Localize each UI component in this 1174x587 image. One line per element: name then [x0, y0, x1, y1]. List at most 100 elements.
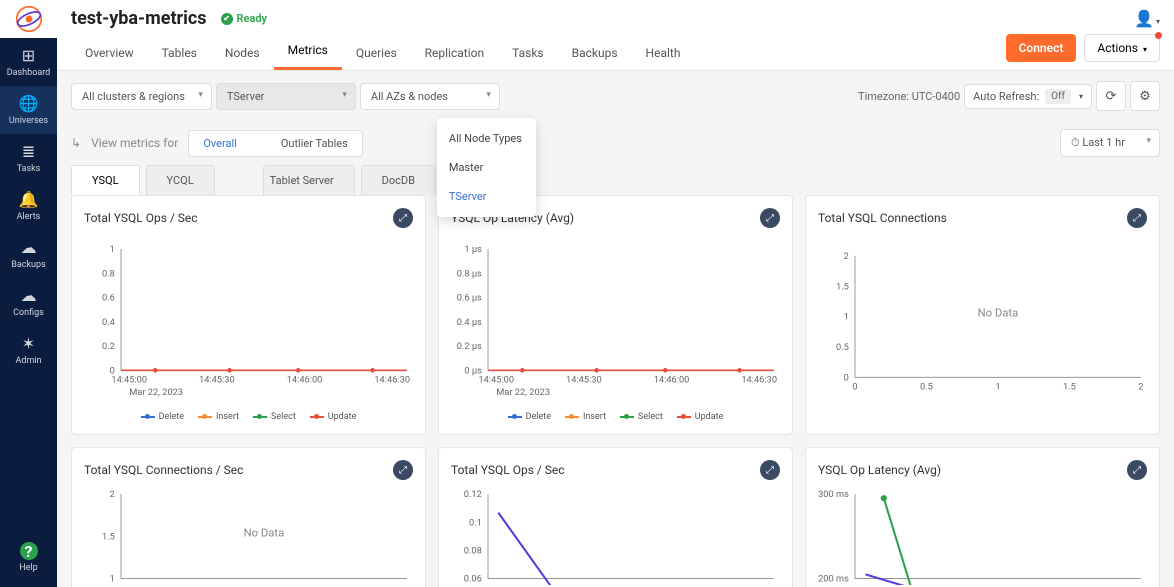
pill-outlier[interactable]: Outlier Tables	[251, 131, 362, 156]
dropdown-item-all[interactable]: All Node Types	[437, 124, 536, 153]
tab-replication[interactable]: Replication	[411, 36, 498, 70]
svg-text:14:46:30: 14:46:30	[741, 375, 777, 386]
auto-refresh-control[interactable]: Auto Refresh: Off ▾	[964, 84, 1092, 109]
sidebar: ⊞ Dashboard 🌐 Universes ≣ Tasks 🔔 Alerts…	[0, 0, 57, 587]
expand-icon[interactable]: ⤢	[760, 460, 780, 480]
chart-title: Total YSQL Connections	[818, 211, 947, 225]
help-icon: ?	[20, 542, 38, 560]
tab-metrics[interactable]: Metrics	[274, 33, 342, 70]
svg-text:0.4: 0.4	[102, 317, 115, 328]
user-menu-icon[interactable]: 👤▾	[1134, 9, 1160, 28]
svg-text:2: 2	[1138, 382, 1143, 393]
svg-text:300 ms: 300 ms	[818, 489, 849, 500]
tab-queries[interactable]: Queries	[342, 36, 411, 70]
svg-text:0.4 µs: 0.4 µs	[457, 317, 482, 328]
nav-backups[interactable]: ☁ Backups	[0, 230, 57, 278]
nav-tasks[interactable]: ≣ Tasks	[0, 134, 57, 182]
subtab-ysql[interactable]: YSQL	[71, 165, 140, 195]
server-dropdown: All Node Types Master TServer	[437, 118, 536, 217]
cluster-select[interactable]: All clusters & regions	[71, 83, 212, 110]
nav-label: Configs	[13, 308, 44, 318]
svg-text:14:46:30: 14:46:30	[374, 375, 410, 386]
svg-text:0.8 µs: 0.8 µs	[457, 268, 482, 279]
svg-text:0: 0	[844, 372, 849, 383]
svg-text:1: 1	[110, 574, 115, 585]
metric-subtabs: YSQL YCQL Tablet Server DocDB	[57, 165, 1174, 195]
chart-title: Total YSQL Ops / Sec	[84, 211, 198, 225]
nav-label: Alerts	[17, 212, 41, 222]
svg-text:0.06: 0.06	[464, 574, 482, 585]
chart-card: Total YSQL Connections / Sec⤢21.51No Dat…	[71, 447, 426, 587]
alerts-icon: 🔔	[19, 190, 39, 209]
subtab-docdb[interactable]: DocDB	[361, 165, 436, 195]
chevron-down-icon: ▾	[1143, 45, 1147, 54]
nav-label: Help	[19, 563, 37, 573]
svg-text:14:45:00: 14:45:00	[111, 375, 147, 386]
tab-overview[interactable]: Overview	[71, 36, 148, 70]
svg-text:1.5: 1.5	[836, 281, 849, 292]
chart-card: Total YSQL Connections⤢21.510.50No Data0…	[805, 195, 1160, 435]
actions-button[interactable]: Actions ▾	[1084, 34, 1160, 62]
server-select[interactable]: TServer All Node Types Master TServer	[216, 83, 356, 110]
nav-dashboard[interactable]: ⊞ Dashboard	[0, 38, 57, 86]
tab-health[interactable]: Health	[632, 36, 695, 70]
view-metrics-label: View metrics for	[91, 136, 178, 150]
page-title: test-yba-metrics	[71, 8, 207, 29]
configs-icon: ☁	[21, 286, 37, 305]
filter-bar-2: ↳ View metrics for Overall Outlier Table…	[57, 121, 1174, 165]
chart-title: Total YSQL Connections / Sec	[84, 463, 243, 477]
dropdown-item-tserver[interactable]: TServer	[437, 182, 536, 211]
svg-text:200 ms: 200 ms	[818, 574, 849, 585]
expand-icon[interactable]: ⤢	[393, 208, 413, 228]
nav-label: Admin	[16, 356, 42, 366]
tab-backups[interactable]: Backups	[558, 36, 632, 70]
charts-area: Total YSQL Ops / Sec⤢10.80.60.40.2014:45…	[57, 195, 1174, 587]
svg-text:14:45:00: 14:45:00	[478, 375, 514, 386]
svg-text:0.1: 0.1	[469, 517, 482, 528]
nav-alerts[interactable]: 🔔 Alerts	[0, 182, 57, 230]
timezone-label: Timezone: UTC-0400	[858, 90, 960, 103]
dropdown-item-master[interactable]: Master	[437, 153, 536, 182]
server-select-value: TServer	[227, 90, 265, 103]
expand-icon[interactable]: ⤢	[1127, 208, 1147, 228]
nav-label: Dashboard	[7, 68, 51, 78]
svg-text:1: 1	[995, 382, 1000, 393]
svg-text:0.2 µs: 0.2 µs	[457, 341, 482, 352]
topbar: test-yba-metrics Ready 👤▾	[57, 0, 1174, 33]
refresh-button[interactable]: ⟳	[1096, 81, 1126, 111]
svg-text:2: 2	[110, 489, 115, 500]
tab-tables[interactable]: Tables	[148, 36, 211, 70]
nav-help[interactable]: ? Help	[0, 534, 57, 581]
az-select[interactable]: All AZs & nodes	[360, 83, 500, 110]
tab-tasks[interactable]: Tasks	[498, 36, 558, 70]
time-range-value: Last 1 hr	[1082, 136, 1125, 149]
nav-admin[interactable]: ✶ Admin	[0, 326, 57, 374]
svg-text:0.6: 0.6	[102, 293, 115, 304]
svg-text:1: 1	[844, 312, 849, 323]
nav-universes[interactable]: 🌐 Universes	[0, 86, 57, 134]
expand-icon[interactable]: ⤢	[1127, 460, 1147, 480]
svg-text:0.6 µs: 0.6 µs	[457, 293, 482, 304]
expand-icon[interactable]: ⤢	[393, 460, 413, 480]
pill-overall[interactable]: Overall	[189, 131, 251, 156]
svg-text:1: 1	[110, 244, 115, 255]
logo[interactable]	[0, 0, 57, 38]
chart-card: Total YSQL Ops / Sec⤢0.120.10.080.06	[438, 447, 793, 587]
filter-bar: All clusters & regions TServer All Node …	[57, 71, 1174, 121]
svg-text:14:45:30: 14:45:30	[199, 375, 235, 386]
svg-text:1.5: 1.5	[1063, 382, 1076, 393]
tasks-icon: ≣	[22, 142, 35, 161]
settings-button[interactable]: ⚙	[1130, 81, 1160, 111]
time-range-select[interactable]: ⏱ Last 1 hr	[1060, 129, 1160, 157]
svg-text:No Data: No Data	[978, 307, 1019, 320]
chart-title: Total YSQL Ops / Sec	[451, 463, 565, 477]
dashboard-icon: ⊞	[22, 46, 35, 65]
subtab-ycql[interactable]: YCQL	[146, 165, 215, 195]
expand-icon[interactable]: ⤢	[760, 208, 780, 228]
tab-nodes[interactable]: Nodes	[211, 36, 274, 70]
connect-button[interactable]: Connect	[1006, 34, 1077, 62]
svg-text:Mar 22, 2023: Mar 22, 2023	[496, 387, 550, 398]
nav-configs[interactable]: ☁ Configs	[0, 278, 57, 326]
svg-text:1 µs: 1 µs	[464, 244, 482, 255]
subtab-tserver[interactable]: Tablet Server	[263, 165, 355, 195]
